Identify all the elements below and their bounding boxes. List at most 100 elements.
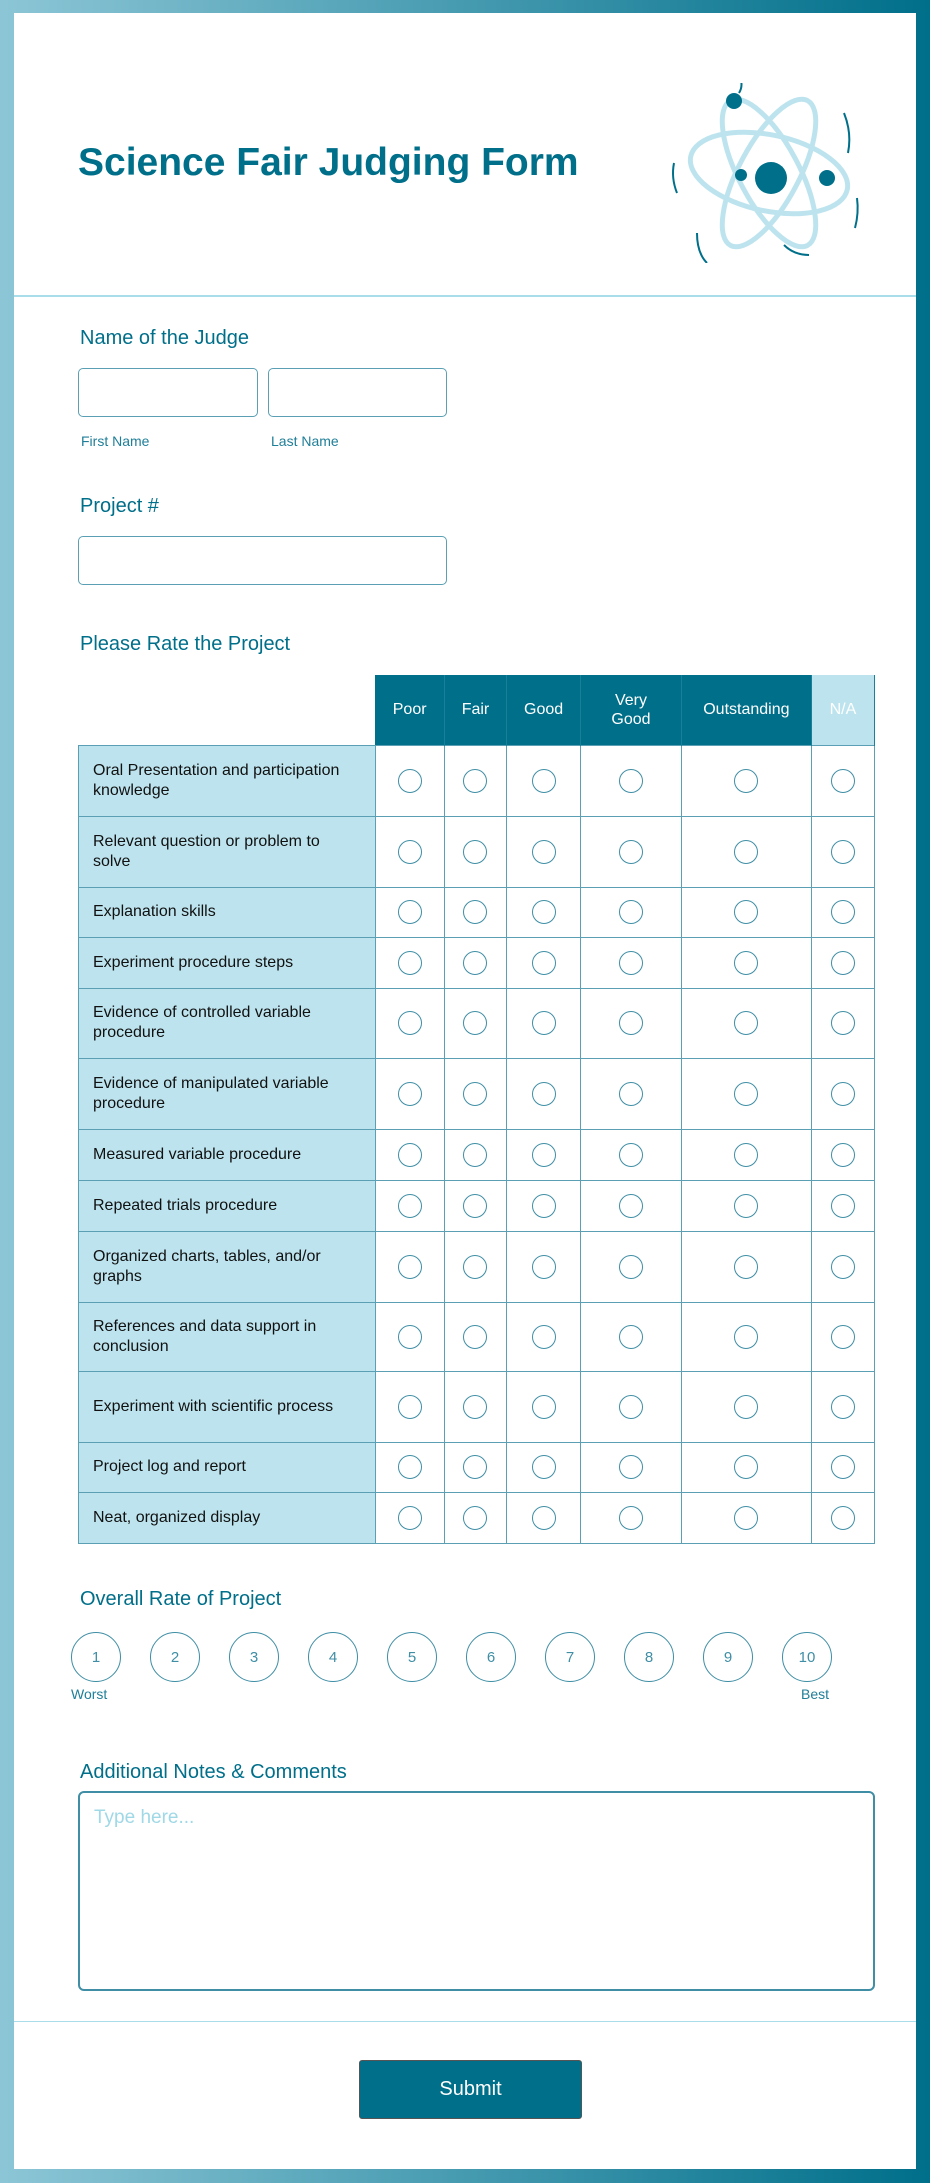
rating-radio[interactable] (531, 1011, 556, 1035)
rating-radio[interactable] (463, 1324, 488, 1349)
rating-radio[interactable] (397, 1142, 422, 1167)
rating-radio[interactable] (463, 768, 488, 793)
rating-radio[interactable] (463, 1142, 488, 1167)
rating-radio[interactable] (734, 900, 759, 924)
rating-radio[interactable] (618, 900, 643, 924)
rating-radio[interactable] (830, 1254, 855, 1279)
rating-cell (680, 1370, 812, 1443)
rating-cell (580, 1301, 682, 1372)
first-name-input[interactable] (78, 368, 258, 417)
rating-radio[interactable] (397, 1455, 422, 1479)
rating-radio[interactable] (531, 950, 556, 975)
rating-radio[interactable] (618, 1254, 643, 1279)
rating-radio[interactable] (531, 1455, 556, 1479)
overall-rate-option[interactable]: 3 (229, 1632, 279, 1682)
rating-radio[interactable] (734, 1324, 759, 1349)
rating-radio[interactable] (734, 1142, 759, 1167)
rating-radio[interactable] (830, 1081, 855, 1106)
overall-rate-option[interactable]: 1 (71, 1632, 121, 1682)
rating-radio[interactable] (734, 1011, 759, 1035)
rating-radio[interactable] (618, 768, 643, 793)
rating-radio[interactable] (531, 839, 556, 864)
rating-radio[interactable] (734, 1394, 759, 1419)
criterion-label: Oral Presentation and participation know… (78, 744, 376, 817)
rating-radio[interactable] (463, 1254, 488, 1279)
rating-radio[interactable] (531, 768, 556, 793)
rating-radio[interactable] (734, 768, 759, 793)
rating-radio[interactable] (830, 1142, 855, 1167)
rating-radio[interactable] (734, 1081, 759, 1106)
rating-radio[interactable] (463, 1193, 488, 1218)
rating-radio[interactable] (463, 1011, 488, 1035)
rating-radio[interactable] (830, 1324, 855, 1349)
rating-radio[interactable] (463, 1394, 488, 1419)
rating-radio[interactable] (531, 1324, 556, 1349)
rating-radio[interactable] (618, 1324, 643, 1349)
rating-radio[interactable] (397, 1254, 422, 1279)
rating-radio[interactable] (830, 1505, 855, 1530)
rating-radio[interactable] (618, 1142, 643, 1167)
rating-radio[interactable] (618, 1081, 643, 1106)
project-number-input[interactable] (78, 536, 447, 585)
overall-rate-option[interactable]: 6 (466, 1632, 516, 1682)
overall-rate-option[interactable]: 5 (387, 1632, 437, 1682)
rating-radio[interactable] (618, 950, 643, 975)
rating-radio[interactable] (618, 1505, 643, 1530)
rating-radio[interactable] (734, 1254, 759, 1279)
rating-radio[interactable] (734, 839, 759, 864)
rating-radio[interactable] (830, 1455, 855, 1479)
rating-radio[interactable] (397, 1193, 422, 1218)
rating-radio[interactable] (531, 900, 556, 924)
rating-radio[interactable] (463, 950, 488, 975)
rating-radio[interactable] (397, 1394, 422, 1419)
rating-radio[interactable] (463, 1505, 488, 1530)
rating-radio[interactable] (830, 1011, 855, 1035)
rating-radio[interactable] (397, 1505, 422, 1530)
overall-rate-option[interactable]: 9 (703, 1632, 753, 1682)
rating-radio[interactable] (531, 1394, 556, 1419)
rating-radio[interactable] (830, 768, 855, 793)
rating-radio[interactable] (397, 768, 422, 793)
rating-radio[interactable] (618, 1011, 643, 1035)
rating-radio[interactable] (618, 1193, 643, 1218)
overall-rate-option[interactable]: 8 (624, 1632, 674, 1682)
rating-radio[interactable] (463, 1455, 488, 1479)
rating-radio[interactable] (397, 1324, 422, 1349)
rating-cell (443, 1128, 507, 1181)
rating-radio[interactable] (531, 1254, 556, 1279)
rating-cell (374, 1491, 445, 1544)
rating-radio[interactable] (618, 839, 643, 864)
rating-radio[interactable] (734, 1193, 759, 1218)
last-name-input[interactable] (268, 368, 447, 417)
judge-name-label: Name of the Judge (80, 327, 249, 349)
rating-radio[interactable] (397, 950, 422, 975)
rating-cell (505, 1370, 582, 1443)
rating-radio[interactable] (463, 900, 488, 924)
rating-radio[interactable] (463, 839, 488, 864)
overall-rate-option[interactable]: 7 (545, 1632, 595, 1682)
rating-radio[interactable] (830, 900, 855, 924)
rating-radio[interactable] (397, 1081, 422, 1106)
rating-radio[interactable] (397, 839, 422, 864)
rating-radio[interactable] (734, 950, 759, 975)
rating-radio[interactable] (618, 1394, 643, 1419)
rating-radio[interactable] (734, 1455, 759, 1479)
rating-radio[interactable] (830, 1394, 855, 1419)
rating-radio[interactable] (734, 1505, 759, 1530)
notes-textarea[interactable] (78, 1791, 875, 1991)
rating-radio[interactable] (830, 1193, 855, 1218)
rating-radio[interactable] (531, 1193, 556, 1218)
rating-radio[interactable] (531, 1505, 556, 1530)
rating-radio[interactable] (397, 900, 422, 924)
rating-radio[interactable] (531, 1081, 556, 1106)
overall-rate-option[interactable]: 4 (308, 1632, 358, 1682)
rating-radio[interactable] (397, 1011, 422, 1035)
overall-rate-option[interactable]: 10 (782, 1632, 832, 1682)
submit-button[interactable]: Submit (359, 2060, 582, 2119)
rating-radio[interactable] (531, 1142, 556, 1167)
rating-radio[interactable] (463, 1081, 488, 1106)
rating-radio[interactable] (830, 839, 855, 864)
rating-radio[interactable] (618, 1455, 643, 1479)
rating-radio[interactable] (830, 950, 855, 975)
overall-rate-option[interactable]: 2 (150, 1632, 200, 1682)
